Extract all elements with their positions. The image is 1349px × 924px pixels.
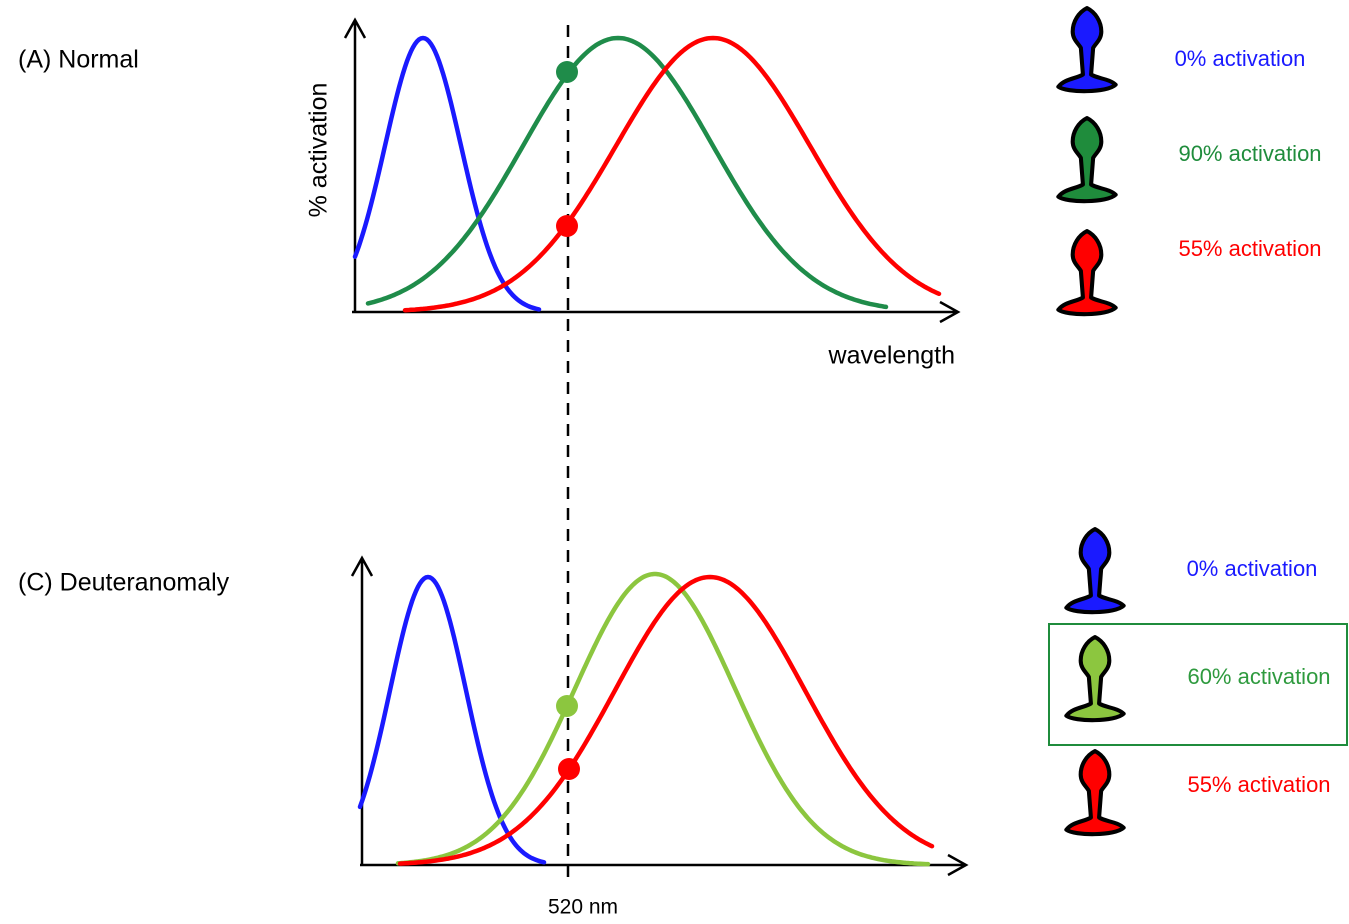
light-green-cone <box>1066 637 1123 720</box>
axes <box>343 17 961 324</box>
blue-cone <box>1058 8 1115 91</box>
red-curve <box>402 35 942 313</box>
green-dot <box>556 61 578 83</box>
cone-label: 55% activation <box>1178 236 1321 261</box>
axes <box>350 555 969 877</box>
marker-label: 520 nm <box>548 896 618 919</box>
blue-curve <box>352 35 542 312</box>
cone-label: 90% activation <box>1178 141 1321 166</box>
x-axis-label: wavelength <box>828 342 955 370</box>
blue-curve <box>357 574 547 865</box>
cone-label: 60% activation <box>1187 664 1330 689</box>
light-green-curve <box>395 571 931 867</box>
cone-label: 0% activation <box>1175 46 1306 71</box>
red-dot <box>556 215 578 237</box>
green-cone <box>1058 118 1115 201</box>
cone-label: 0% activation <box>1187 556 1318 581</box>
red-curve <box>397 574 935 866</box>
blue-cone <box>1066 529 1123 612</box>
y-axis-label: % activation <box>305 83 333 218</box>
red-dot <box>558 758 580 780</box>
cone-label: 55% activation <box>1187 772 1330 797</box>
red-cone <box>1058 231 1115 314</box>
highlight-box <box>1048 623 1348 746</box>
panel-label: (A) Normal <box>18 46 139 74</box>
red-cone <box>1066 751 1123 834</box>
green-curve <box>365 35 889 310</box>
panel-label: (C) Deuteranomaly <box>18 569 230 597</box>
light-green-dot <box>556 695 578 717</box>
